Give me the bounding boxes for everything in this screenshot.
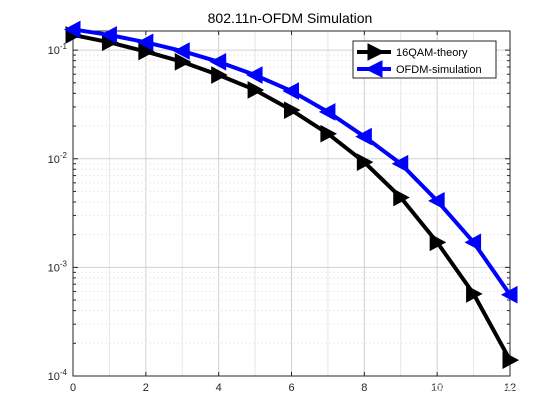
data-point-16qam-theory xyxy=(247,81,265,99)
data-point-16qam-theory xyxy=(320,124,337,143)
data-point-ofdm-simulation xyxy=(100,26,117,44)
data-point-ofdm-simulation xyxy=(246,66,263,84)
y-tick-label: 10-1 xyxy=(48,42,68,57)
x-tick-label: 4 xyxy=(216,382,222,394)
grid xyxy=(72,31,511,377)
data-point-ofdm-simulation xyxy=(464,233,482,252)
data-point-ofdm-simulation xyxy=(173,42,190,60)
data-point-16qam-theory xyxy=(138,42,155,61)
x-tick-label: 12 xyxy=(504,382,516,394)
data-point-16qam-theory xyxy=(466,285,483,303)
x-tick-label: 8 xyxy=(361,382,367,394)
x-tick-label: 0 xyxy=(70,382,76,394)
y-tick-label: 10-3 xyxy=(48,259,68,274)
data-point-ofdm-simulation xyxy=(282,82,299,100)
legend-marker-ofdm xyxy=(364,60,383,78)
x-tick-label: 6 xyxy=(288,382,294,394)
data-point-ofdm-simulation xyxy=(391,154,409,173)
data-point-ofdm-simulation xyxy=(136,33,154,52)
y-tick-label: 10-4 xyxy=(48,368,68,383)
data-point-16qam-theory xyxy=(356,153,374,172)
watermark: 知乎 @Captain Slow xyxy=(418,383,556,400)
data-point-ofdm-simulation xyxy=(63,20,81,39)
x-tick-label: 10 xyxy=(431,382,443,394)
data-point-ofdm-simulation xyxy=(500,285,518,304)
data-point-ofdm-simulation xyxy=(318,103,336,121)
legend-label-ofdm: OFDM-simulation xyxy=(396,64,482,76)
legend-marker-16qam xyxy=(367,43,386,61)
axis-ticks: 0 2 4 6 8 10 12 10-1 10-2 10-3 10-4 xyxy=(48,31,516,394)
data-point-ofdm-simulation xyxy=(209,53,227,71)
legend: 16QAM-theory OFDM-simulation xyxy=(352,40,497,79)
data-point-16qam-theory xyxy=(211,66,228,84)
data-point-16qam-theory xyxy=(502,351,520,369)
y-tick-label: 10-2 xyxy=(48,151,68,166)
data-point-ofdm-simulation xyxy=(355,127,372,146)
data-point-ofdm-simulation xyxy=(428,191,445,210)
chart-title: 802.11n-OFDM Simulation xyxy=(208,10,373,26)
series-layer xyxy=(63,20,520,369)
data-point-16qam-theory xyxy=(429,233,447,252)
data-point-16qam-theory xyxy=(393,188,410,207)
data-point-16qam-theory xyxy=(284,101,301,120)
data-point-16qam-theory xyxy=(174,53,192,71)
legend-label-16qam: 16QAM-theory xyxy=(396,47,468,59)
x-tick-label: 2 xyxy=(143,382,149,394)
